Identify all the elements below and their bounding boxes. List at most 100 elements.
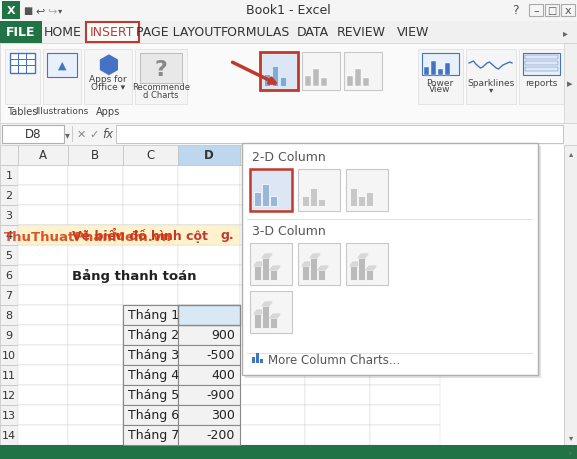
Bar [252,357,255,363]
Text: Illustrations: Illustrations [35,107,89,116]
Bar [240,265,305,285]
Bar [72,127,73,143]
Bar [262,306,269,328]
Bar [68,285,123,305]
Text: B: B [91,149,99,162]
Text: 3-D Column: 3-D Column [252,225,326,238]
Bar [256,353,259,363]
Text: 300: 300 [211,409,235,421]
Bar [305,206,370,225]
Bar [86,23,139,43]
Bar [270,270,277,280]
Bar [18,185,68,206]
Bar [242,144,538,375]
Bar [140,54,182,84]
Text: ▲: ▲ [58,61,66,71]
Bar [370,246,440,265]
Text: 5: 5 [6,251,13,260]
Bar [366,193,373,207]
Text: ✕: ✕ [76,130,86,140]
Bar [0,305,18,325]
Bar [254,266,261,280]
Bar [123,246,178,265]
Text: reports: reports [525,78,557,87]
Bar [302,196,309,207]
Bar [47,54,77,78]
Bar [123,405,178,425]
Text: ▾: ▾ [65,130,69,140]
Bar [123,425,178,445]
Bar [424,68,429,76]
Bar [466,50,516,105]
Bar [123,385,178,405]
Bar [0,425,18,445]
Bar [85,22,140,44]
Text: Tháng 4: Tháng 4 [128,369,179,382]
Bar [18,345,68,365]
Bar [18,265,68,285]
Bar [350,266,357,280]
Bar [178,166,240,185]
Bar [519,50,564,105]
Bar [305,225,370,246]
Text: C: C [146,149,154,162]
Text: ■: ■ [24,6,33,16]
Bar [68,385,123,405]
Bar [18,405,68,425]
Text: Book1 - Excel: Book1 - Excel [246,5,331,17]
Bar [84,50,132,105]
Bar [355,70,361,87]
Bar [178,305,240,325]
Text: ?: ? [155,60,167,80]
Bar [68,166,123,185]
Text: Tháng 2: Tháng 2 [128,329,179,342]
Bar [318,270,325,280]
Bar [564,44,577,124]
Bar [260,53,298,91]
Text: F: F [334,149,340,162]
Bar [298,170,340,212]
Bar [370,146,440,166]
Bar [10,66,35,67]
Text: Recommende: Recommende [132,84,190,92]
Bar [564,445,577,459]
Text: E: E [268,149,276,162]
Text: G: G [400,149,410,162]
Bar [123,225,178,246]
Bar [178,425,240,445]
Bar [0,166,18,185]
Bar [305,385,370,405]
Bar [240,146,305,166]
Bar [123,265,178,285]
Bar [178,206,240,225]
Bar [68,146,123,166]
Bar [370,365,440,385]
Bar [43,50,81,105]
Bar [363,79,369,87]
Bar [370,325,440,345]
Bar [0,146,18,166]
Text: □: □ [548,6,557,16]
Text: ▸: ▸ [567,79,573,89]
Bar [68,265,123,285]
Text: x: x [565,6,571,16]
Bar [561,5,575,17]
Text: D8: D8 [25,128,41,141]
Bar [68,225,123,246]
Bar [525,62,558,66]
Text: More Column Charts...: More Column Charts... [268,354,400,367]
Bar [0,385,18,405]
Text: Tháng 5: Tháng 5 [128,389,179,402]
Bar [0,325,18,345]
Text: Tables: Tables [7,107,37,117]
Bar [247,219,533,220]
Bar [68,246,123,265]
Bar [370,385,440,405]
Bar [0,265,18,285]
Bar [0,124,577,146]
Text: HOME: HOME [44,27,82,39]
Bar [370,206,440,225]
Text: 1: 1 [6,171,13,180]
Bar [123,285,178,305]
Bar [247,353,533,354]
